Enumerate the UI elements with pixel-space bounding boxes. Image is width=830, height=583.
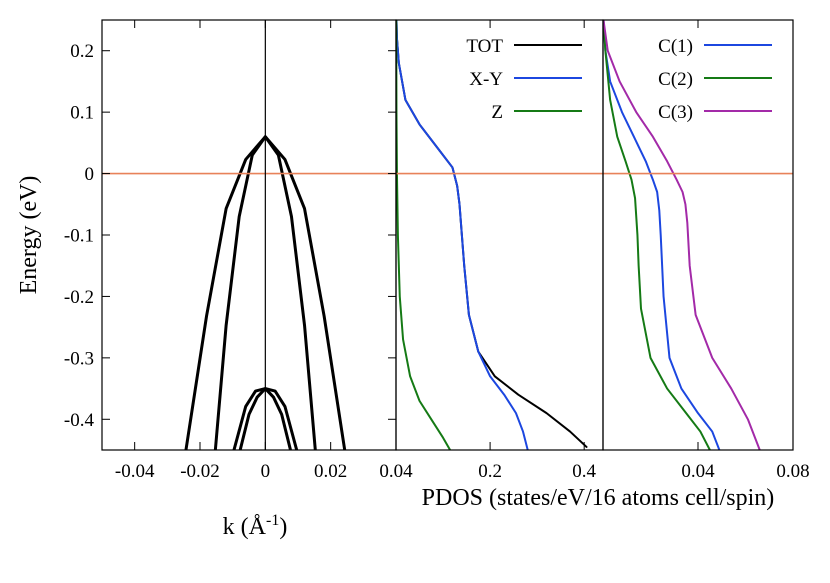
series-line-c3 <box>603 20 761 450</box>
y-tick-label: 0.1 <box>70 103 94 124</box>
x-tick-label: 0.2 <box>478 461 502 482</box>
series-line-xy <box>396 20 529 450</box>
y-tick-label: -0.1 <box>64 226 94 247</box>
y-tick-label: -0.3 <box>64 348 94 369</box>
x-tick-label: -0.02 <box>180 461 220 482</box>
series-line-z <box>396 20 452 450</box>
energy-axis-label: Energy (eV) <box>16 176 42 295</box>
pdos-total-x-ticks: 0.2 0.4 <box>478 20 597 482</box>
legend-label-tot: TOT <box>466 36 503 57</box>
band-structure-panel: -0.04 -0.02 0 0.02 0.04 0.20.10-0.1-0.2-0.3-… <box>16 20 413 540</box>
legend-label-xy: X-Y <box>469 69 503 90</box>
legend-label-c1: C(1) <box>658 36 693 57</box>
x-tick-label: 0.04 <box>681 461 715 482</box>
pdos-total-legend: TOT X-Y Z <box>466 36 582 123</box>
panel-frame-3 <box>602 19 794 451</box>
pdos-carbon-legend: C(1) C(2) C(3) <box>658 36 772 123</box>
x-tick-label: 0.08 <box>776 461 809 482</box>
x-tick-label: -0.04 <box>115 461 155 482</box>
pdos-carbon-x-ticks: 0.04 0.08 <box>681 20 810 482</box>
band-x-ticks: -0.04 -0.02 0 0.02 0.04 <box>115 20 413 482</box>
energy-y-ticks: 0.2 0.1 0 -0.1 -0.2 -0.3 -0.4 <box>64 41 396 431</box>
x-tick-label: 0.04 <box>379 461 413 482</box>
k-axis-label-close: ) <box>279 514 287 540</box>
y-tick-label: -0.4 <box>64 410 95 431</box>
panel-frame-1 <box>101 19 397 451</box>
y-tick-label: -0.2 <box>64 287 94 308</box>
pdos-total-curves <box>396 20 588 450</box>
pdos-axis-label: PDOS (states/eV/16 atoms cell/spin) <box>422 485 775 511</box>
pdos-total-panel: 0.2 0.4 TOT X-Y Z <box>396 20 603 482</box>
y-tick-label: 0 <box>85 164 95 185</box>
series-line-c2 <box>603 20 711 450</box>
series-line-c1 <box>603 20 721 450</box>
x-tick-label: 0.02 <box>314 461 347 482</box>
band-panel-overlays <box>102 20 396 450</box>
pdos-carbon-curves <box>603 20 761 450</box>
pdos-carbon-panel: 0.04 0.08 C(1) C(2) C(3) <box>603 20 810 482</box>
legend-label-c3: C(3) <box>658 102 693 123</box>
panel-frames <box>101 19 794 451</box>
legend-label-z: Z <box>491 102 503 123</box>
x-tick-label: 0.4 <box>572 461 596 482</box>
legend-label-c2: C(2) <box>658 69 693 90</box>
y-tick-label: 0.2 <box>70 41 94 62</box>
k-axis-label-superscript: -1 <box>266 512 279 529</box>
k-axis-label: k (Å-1) <box>223 512 288 540</box>
x-tick-label: 0 <box>261 461 271 482</box>
